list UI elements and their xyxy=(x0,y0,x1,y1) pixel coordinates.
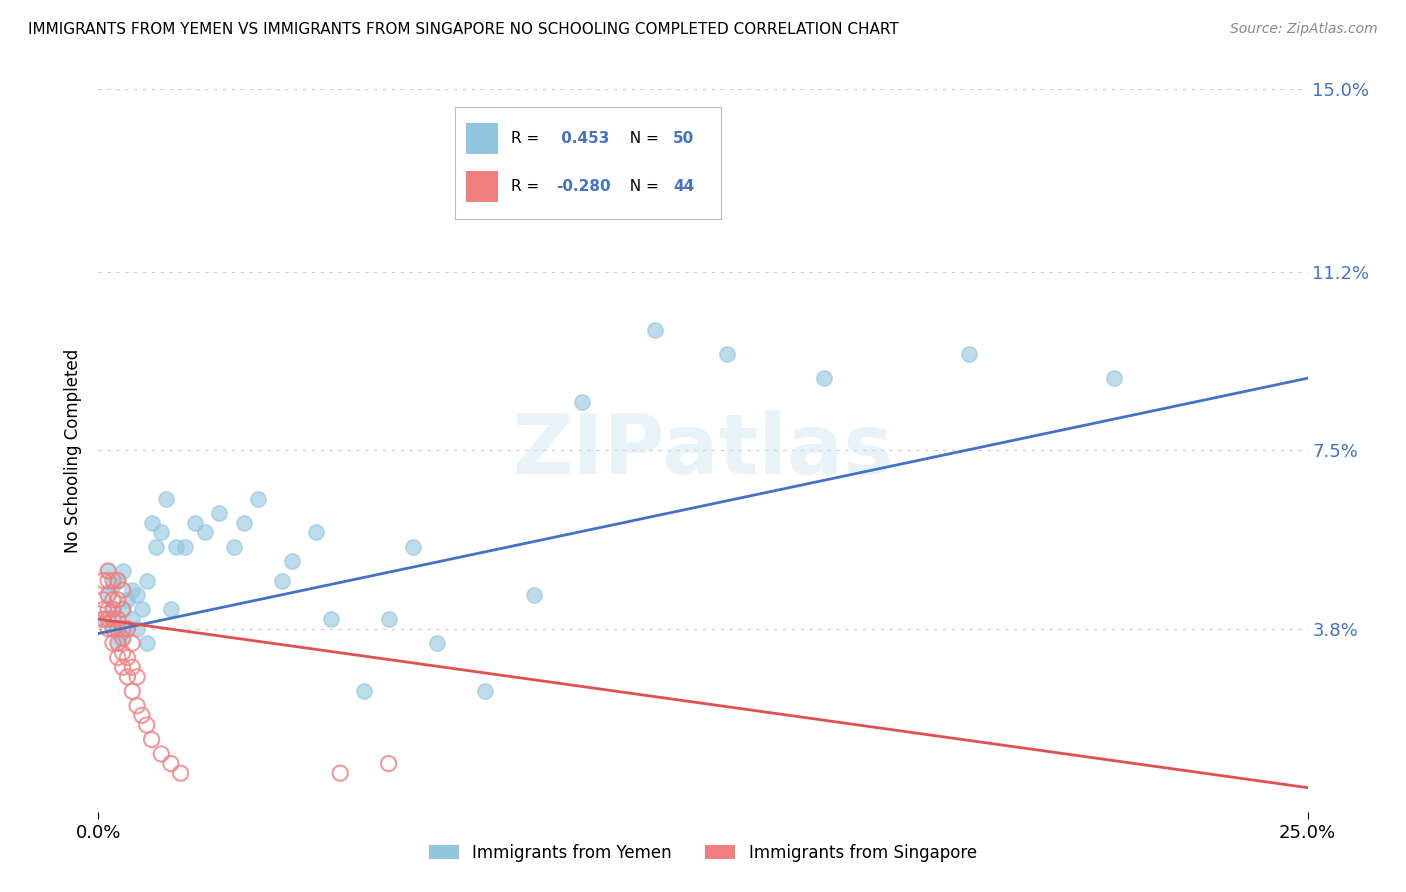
Point xyxy=(121,612,143,626)
Legend: Immigrants from Yemen, Immigrants from Singapore: Immigrants from Yemen, Immigrants from S… xyxy=(422,837,984,869)
Point xyxy=(222,540,245,554)
Point xyxy=(97,602,120,616)
Point xyxy=(127,622,149,636)
Point xyxy=(169,766,191,780)
Point xyxy=(91,602,114,616)
Point xyxy=(111,632,134,646)
Point xyxy=(135,574,157,588)
Point xyxy=(101,636,124,650)
Point xyxy=(117,650,139,665)
Point xyxy=(117,622,139,636)
Text: Source: ZipAtlas.com: Source: ZipAtlas.com xyxy=(1230,22,1378,37)
Point xyxy=(208,506,231,520)
Point xyxy=(1102,371,1125,385)
Point xyxy=(107,650,129,665)
Point xyxy=(101,622,124,636)
Point xyxy=(111,564,134,578)
Point xyxy=(957,347,980,361)
Point xyxy=(247,491,270,506)
Point xyxy=(91,612,114,626)
Point xyxy=(131,602,153,616)
Point xyxy=(271,574,294,588)
Point xyxy=(97,588,120,602)
Point xyxy=(97,564,120,578)
Point xyxy=(107,636,129,650)
Point xyxy=(135,718,157,732)
Point xyxy=(121,660,143,674)
Point xyxy=(91,592,114,607)
Point xyxy=(150,525,173,540)
Point xyxy=(165,540,187,554)
Point xyxy=(716,347,738,361)
Point xyxy=(127,588,149,602)
Point xyxy=(141,732,163,747)
Point xyxy=(644,323,666,337)
Point xyxy=(107,592,129,607)
Point xyxy=(101,578,124,592)
Point xyxy=(101,574,124,588)
Point xyxy=(107,636,129,650)
Point xyxy=(145,540,167,554)
Point xyxy=(91,574,114,588)
Point xyxy=(523,588,546,602)
Point xyxy=(101,612,124,626)
Point xyxy=(101,592,124,607)
Point xyxy=(91,612,114,626)
Point xyxy=(111,632,134,646)
Point xyxy=(101,602,124,616)
Point xyxy=(160,756,183,771)
Point xyxy=(121,684,143,698)
Text: IMMIGRANTS FROM YEMEN VS IMMIGRANTS FROM SINGAPORE NO SCHOOLING COMPLETED CORREL: IMMIGRANTS FROM YEMEN VS IMMIGRANTS FROM… xyxy=(28,22,898,37)
Point xyxy=(281,554,304,568)
Point xyxy=(150,747,173,761)
Point xyxy=(121,583,143,598)
Point xyxy=(305,525,328,540)
Point xyxy=(377,612,399,626)
Point xyxy=(111,602,134,616)
Point xyxy=(111,622,134,636)
Point xyxy=(319,612,342,626)
Point xyxy=(426,636,449,650)
Text: ZIPatlas: ZIPatlas xyxy=(513,410,893,491)
Point xyxy=(571,395,593,409)
Point xyxy=(97,564,120,578)
Point xyxy=(107,612,129,626)
Point xyxy=(101,602,124,616)
Point xyxy=(141,516,163,530)
Point xyxy=(135,636,157,650)
Point xyxy=(184,516,207,530)
Point xyxy=(329,766,352,780)
Point xyxy=(97,622,120,636)
Point xyxy=(117,622,139,636)
Point xyxy=(160,602,183,616)
Point xyxy=(353,684,375,698)
Point xyxy=(131,708,153,723)
Point xyxy=(107,622,129,636)
Point xyxy=(174,540,197,554)
Point xyxy=(117,592,139,607)
Point xyxy=(111,646,134,660)
Point xyxy=(107,574,129,588)
Point xyxy=(107,574,129,588)
Point xyxy=(107,612,129,626)
Point xyxy=(111,660,134,674)
Point xyxy=(97,574,120,588)
Point xyxy=(402,540,425,554)
Point xyxy=(111,602,134,616)
Point xyxy=(117,670,139,684)
Point xyxy=(127,698,149,713)
Point xyxy=(127,670,149,684)
Point xyxy=(97,612,120,626)
Point xyxy=(101,622,124,636)
Point xyxy=(194,525,217,540)
Y-axis label: No Schooling Completed: No Schooling Completed xyxy=(65,349,83,552)
Point xyxy=(377,756,399,771)
Point xyxy=(111,583,134,598)
Point xyxy=(474,684,496,698)
Point xyxy=(155,491,177,506)
Point xyxy=(97,588,120,602)
Point xyxy=(813,371,835,385)
Point xyxy=(232,516,254,530)
Point xyxy=(121,636,143,650)
